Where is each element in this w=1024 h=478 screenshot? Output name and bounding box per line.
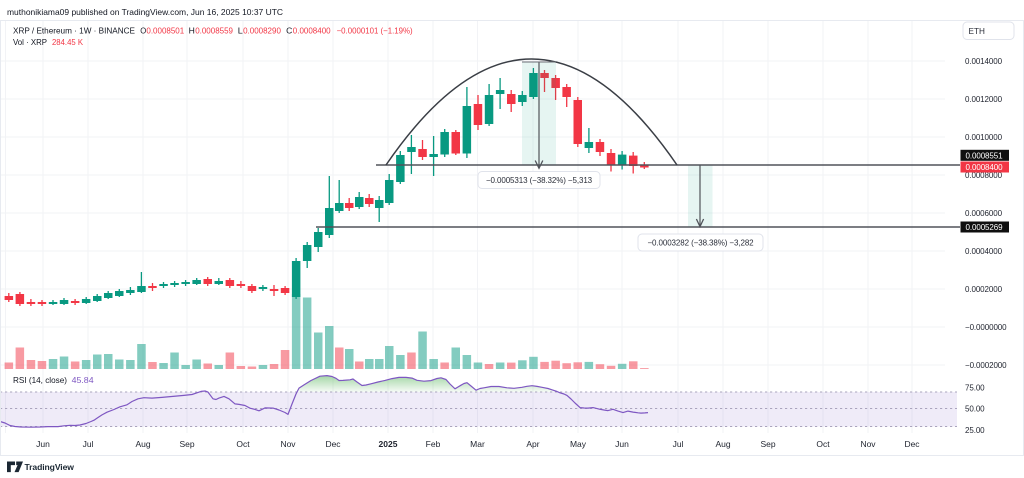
svg-text:Jun: Jun [36, 439, 50, 449]
svg-text:−0.0002000: −0.0002000 [965, 361, 1007, 370]
svg-text:−0.0000000: −0.0000000 [965, 323, 1007, 332]
svg-text:Sep: Sep [179, 439, 194, 449]
svg-text:Aug: Aug [135, 439, 150, 449]
svg-text:Nov: Nov [860, 439, 876, 449]
svg-text:0.0004000: 0.0004000 [965, 247, 1003, 256]
svg-text:L: L [238, 27, 243, 36]
svg-text:−0.0005313 (−38.32%) −5,313: −0.0005313 (−38.32%) −5,313 [486, 176, 593, 185]
svg-text:0.0006000: 0.0006000 [965, 209, 1003, 218]
svg-text:Mar: Mar [470, 439, 485, 449]
svg-text:75.00: 75.00 [965, 384, 985, 393]
svg-text:0.0010000: 0.0010000 [965, 133, 1003, 142]
svg-text:Jul: Jul [673, 439, 684, 449]
svg-text:0.0008400: 0.0008400 [293, 27, 331, 36]
svg-text:0.0008290: 0.0008290 [243, 27, 281, 36]
svg-text:C: C [286, 27, 292, 36]
svg-text:0.0008559: 0.0008559 [195, 27, 233, 36]
svg-text:Nov: Nov [280, 439, 296, 449]
svg-text:0.0008501: 0.0008501 [146, 27, 184, 36]
svg-text:2025: 2025 [379, 439, 398, 449]
svg-text:Dec: Dec [325, 439, 341, 449]
svg-text:RSI (14, close): RSI (14, close) [13, 376, 67, 385]
svg-text:284.45 K: 284.45 K [52, 38, 84, 47]
svg-text:0.0008551: 0.0008551 [966, 151, 1004, 160]
svg-text:Oct: Oct [236, 439, 250, 449]
svg-text:May: May [570, 439, 587, 449]
svg-text:XRP / Ethereum · 1W · BINANCE: XRP / Ethereum · 1W · BINANCE [13, 27, 136, 36]
svg-text:0.0005269: 0.0005269 [966, 223, 1004, 232]
svg-text:Jul: Jul [83, 439, 94, 449]
svg-text:Vol · XRP: Vol · XRP [13, 38, 48, 47]
svg-text:Oct: Oct [816, 439, 830, 449]
svg-text:Aug: Aug [715, 439, 730, 449]
svg-text:Feb: Feb [426, 439, 441, 449]
svg-text:50.00: 50.00 [965, 405, 985, 414]
svg-text:TradingView: TradingView [25, 462, 75, 472]
svg-text:−0.0000101 (−1.19%): −0.0000101 (−1.19%) [337, 27, 413, 36]
svg-text:H: H [189, 27, 195, 36]
svg-text:0.0002000: 0.0002000 [965, 285, 1003, 294]
svg-text:−0.0003282 (−38.38%) −3,282: −0.0003282 (−38.38%) −3,282 [647, 239, 754, 248]
svg-text:0.0008400: 0.0008400 [966, 163, 1004, 172]
svg-text:Apr: Apr [526, 439, 539, 449]
svg-text:0.0012000: 0.0012000 [965, 95, 1003, 104]
svg-text:Jun: Jun [615, 439, 629, 449]
svg-text:Sep: Sep [760, 439, 775, 449]
svg-text:muthonikiama09 published on Tr: muthonikiama09 published on TradingView.… [7, 7, 283, 17]
svg-text:Dec: Dec [904, 439, 920, 449]
svg-text:25.00: 25.00 [965, 426, 985, 435]
svg-text:O: O [140, 27, 146, 36]
svg-text:ETH: ETH [969, 27, 985, 36]
svg-text:45.84: 45.84 [72, 376, 94, 385]
svg-text:0.0014000: 0.0014000 [965, 57, 1003, 66]
svg-text:0.0008000: 0.0008000 [965, 171, 1003, 180]
